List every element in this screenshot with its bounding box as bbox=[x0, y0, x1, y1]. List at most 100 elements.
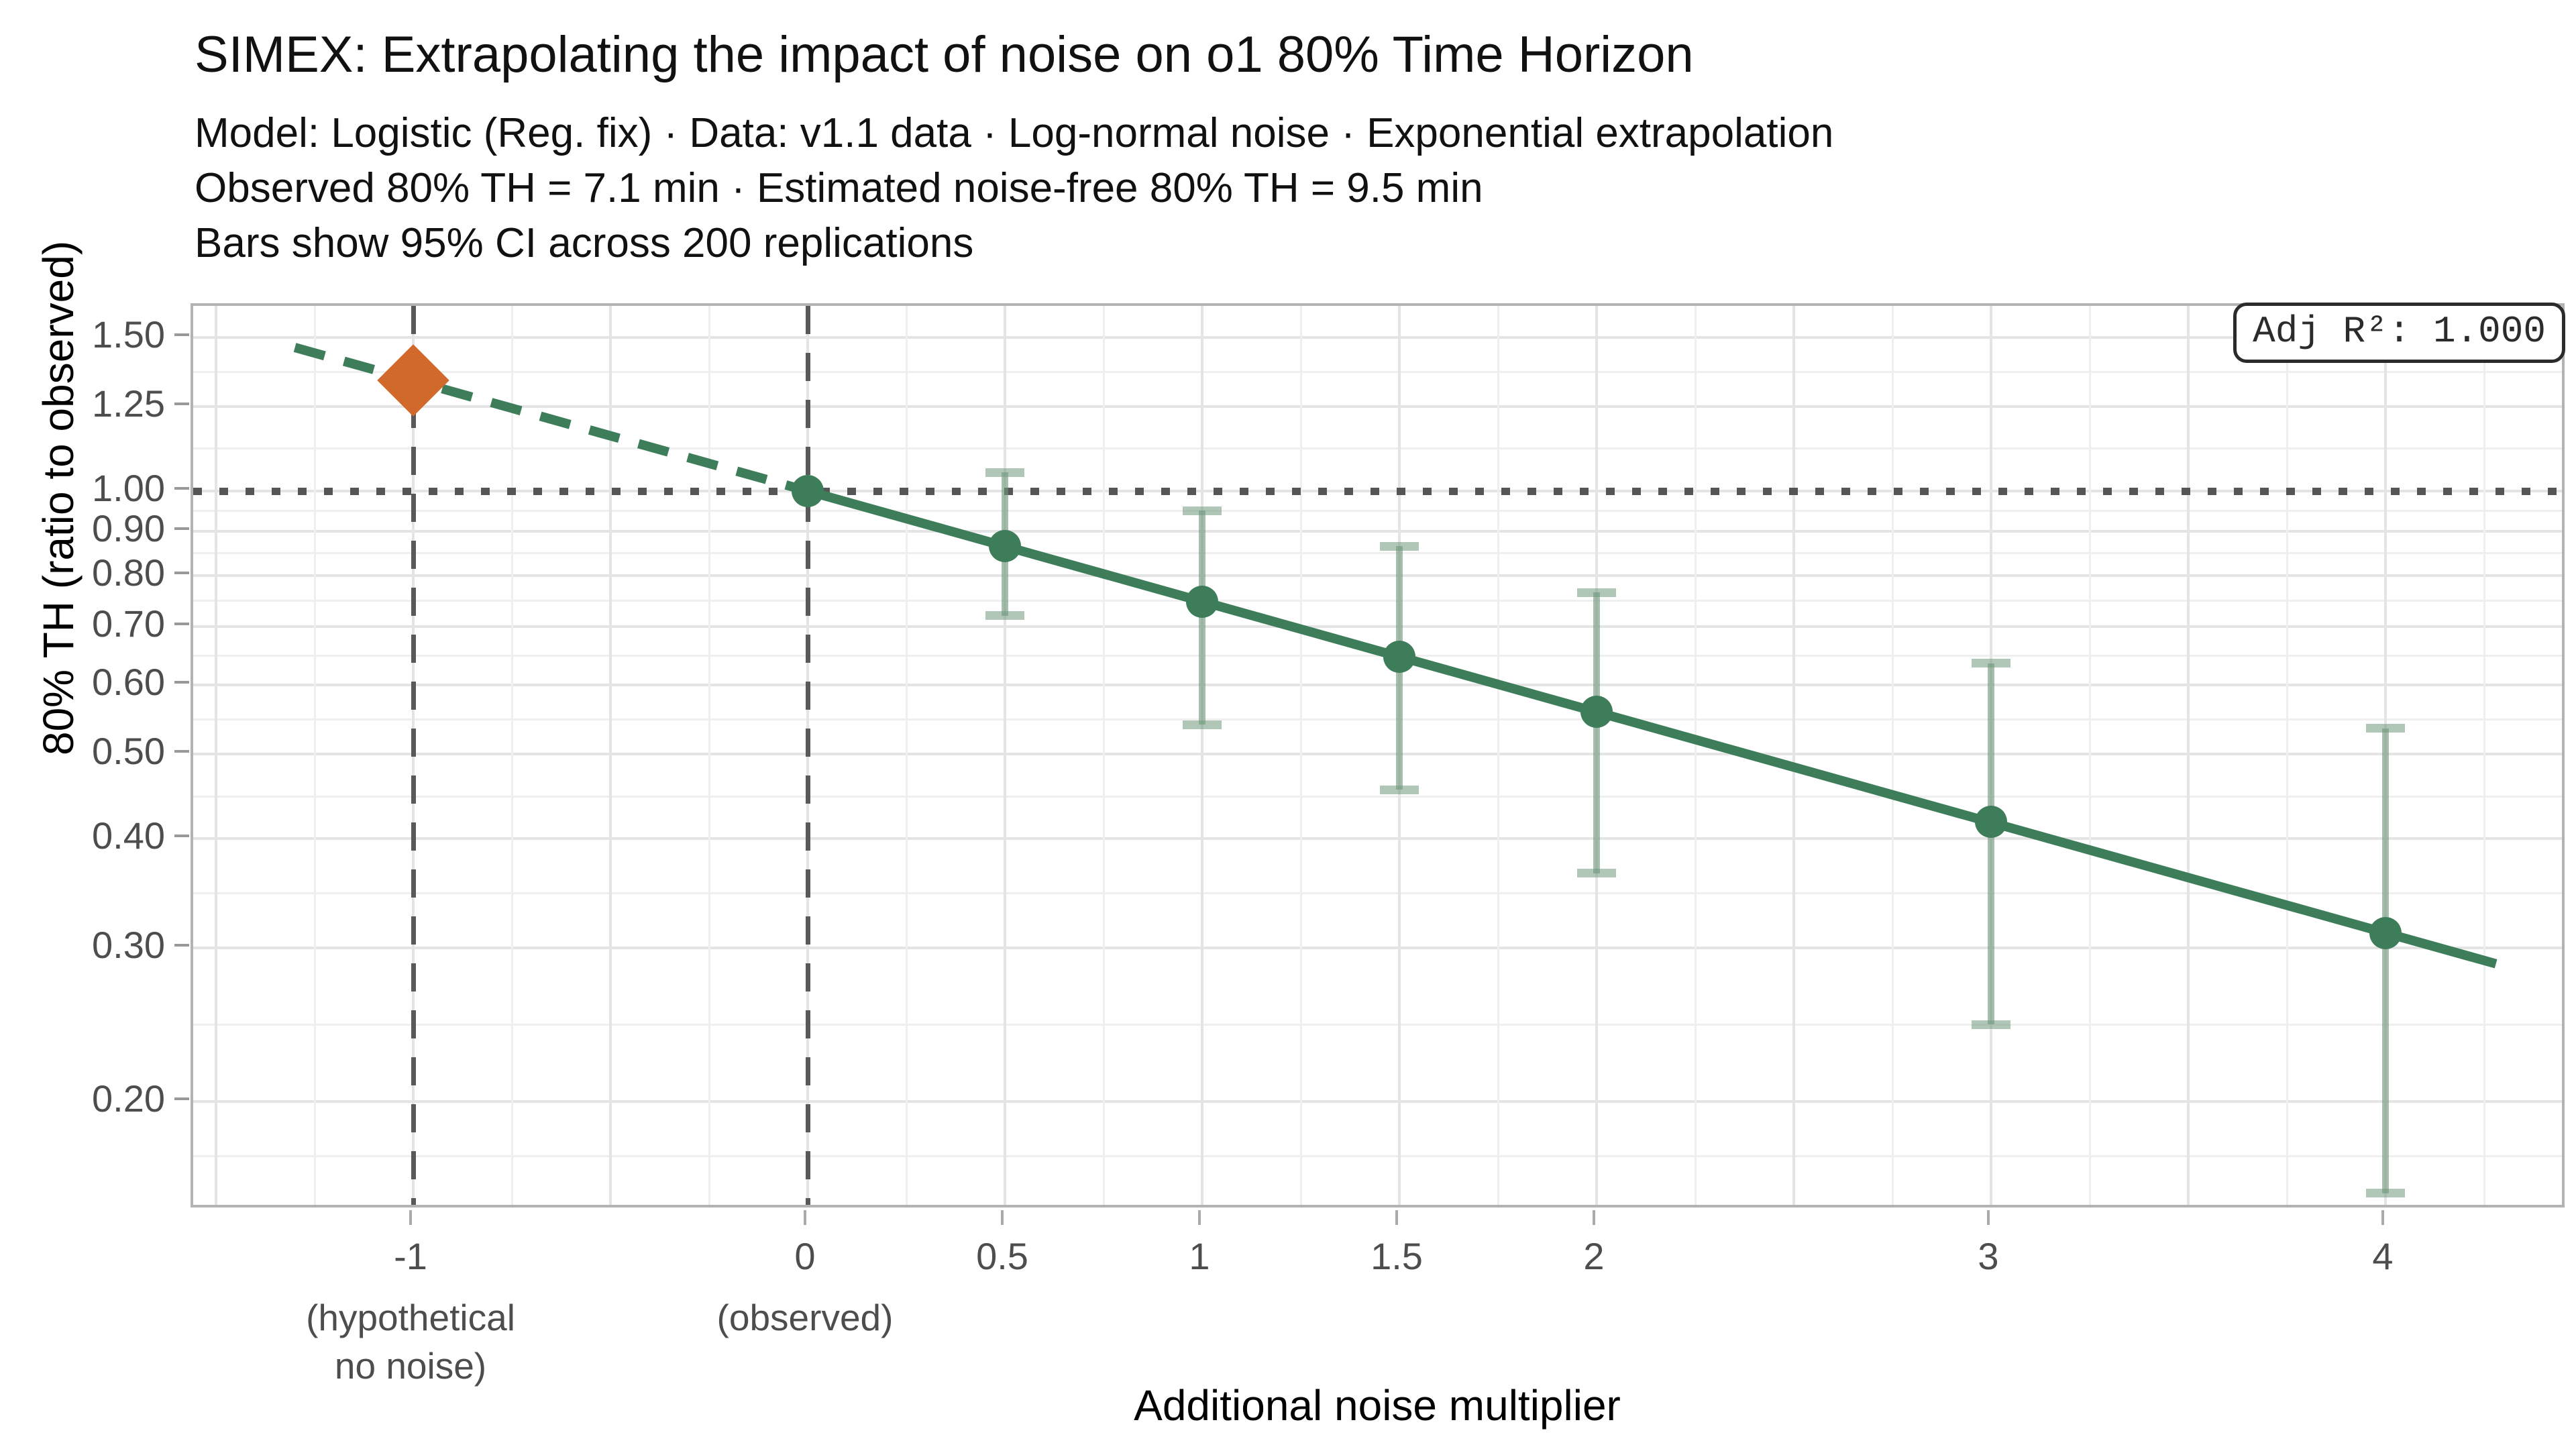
x-tick-mark bbox=[1001, 1210, 1004, 1225]
data-point bbox=[1186, 585, 1218, 618]
data-point bbox=[1383, 641, 1415, 674]
plot-panel: Adj R²: 1.000 bbox=[191, 303, 2565, 1208]
y-major-gridline bbox=[193, 574, 2562, 578]
x-minor-gridline bbox=[1102, 306, 1105, 1205]
y-major-gridline bbox=[193, 335, 2562, 339]
x-major-gridline bbox=[1201, 306, 1203, 1205]
y-tick-mark bbox=[174, 835, 189, 838]
error-bar bbox=[2382, 728, 2389, 1193]
error-bar-cap-bottom bbox=[1183, 720, 1222, 729]
x-minor-gridline bbox=[2286, 306, 2288, 1205]
y-minor-gridline bbox=[193, 1024, 2562, 1026]
x-tick-label: 4 bbox=[2372, 1235, 2394, 1277]
x-tick-mark bbox=[409, 1210, 412, 1225]
y-minor-gridline bbox=[193, 510, 2562, 513]
subtitle-line-3: Bars show 95% CI across 200 replications bbox=[195, 220, 974, 266]
x-tick-mark bbox=[1198, 1210, 1201, 1225]
y-minor-gridline bbox=[193, 718, 2562, 720]
x-tick-label: -1 bbox=[394, 1235, 427, 1277]
y-axis-title: 80% TH (ratio to observed) bbox=[34, 240, 83, 755]
subtitle-line-2: Observed 80% TH = 7.1 min · Estimated no… bbox=[195, 165, 1483, 211]
y-minor-gridline bbox=[193, 447, 2562, 450]
subtitle-line-1: Model: Logistic (Reg. fix) · Data: v1.1 … bbox=[195, 110, 1834, 156]
y-tick-label: 0.90 bbox=[92, 506, 165, 549]
error-bar-cap-top bbox=[2366, 724, 2405, 733]
y-tick-label: 0.50 bbox=[92, 729, 165, 772]
x-tick-mark bbox=[2381, 1210, 2384, 1225]
x-major-gridline bbox=[1004, 306, 1006, 1205]
x-major-gridline bbox=[609, 306, 612, 1205]
y-tick-label: 1.50 bbox=[92, 313, 165, 356]
y-tick-mark bbox=[174, 527, 189, 530]
fit-line-solid-segment bbox=[806, 486, 2498, 969]
y-major-gridline bbox=[193, 625, 2562, 628]
y-tick-label: 0.20 bbox=[92, 1077, 165, 1120]
x-tick-mark bbox=[1593, 1210, 1595, 1225]
y-tick-mark bbox=[174, 680, 189, 684]
y-tick-mark bbox=[174, 402, 189, 405]
y-tick-mark bbox=[174, 572, 189, 575]
x-minor-gridline bbox=[511, 306, 513, 1205]
x-axis-title: Additional noise multiplier bbox=[1134, 1381, 1621, 1430]
y-minor-gridline bbox=[193, 552, 2562, 555]
x-tick-label: 0.5 bbox=[976, 1235, 1028, 1277]
reference-line-layer bbox=[193, 306, 2562, 1205]
x-tick-sublabel: (hypothetical no noise) bbox=[306, 1297, 515, 1387]
x-major-gridline bbox=[2187, 306, 2190, 1205]
x-minor-gridline bbox=[1694, 306, 1697, 1205]
y-minor-gridline bbox=[193, 892, 2562, 894]
error-bar bbox=[1593, 592, 1600, 873]
x-tick-label: 2 bbox=[1583, 1235, 1605, 1277]
y-tick-mark bbox=[174, 333, 189, 336]
x-minor-gridline bbox=[1299, 306, 1302, 1205]
x-minor-gridline bbox=[313, 306, 316, 1205]
data-layer bbox=[193, 306, 2562, 1205]
x-major-gridline bbox=[215, 306, 217, 1205]
error-bar bbox=[1988, 663, 1994, 1025]
x-minor-gridline bbox=[2088, 306, 2091, 1205]
reference-dashed-vline bbox=[805, 306, 810, 1205]
y-tick-mark bbox=[174, 1097, 189, 1101]
observed-ratio-dotted-line bbox=[193, 487, 2562, 495]
error-bar-cap-bottom bbox=[1577, 869, 1616, 878]
y-major-gridline bbox=[193, 837, 2562, 841]
data-point bbox=[1580, 695, 1613, 728]
x-tick-label: 0 bbox=[794, 1235, 816, 1277]
x-minor-gridline bbox=[2483, 306, 2485, 1205]
x-tick-label: 3 bbox=[1978, 1235, 1999, 1277]
x-tick-label: 1.5 bbox=[1371, 1235, 1423, 1277]
y-major-gridline bbox=[193, 946, 2562, 949]
x-tick-sublabel: (observed) bbox=[716, 1297, 894, 1338]
error-bar-cap-top bbox=[1577, 588, 1616, 597]
x-tick-mark bbox=[1395, 1210, 1398, 1225]
adj-r-squared-box: Adj R²: 1.000 bbox=[2233, 303, 2565, 363]
chart-title: SIMEX: Extrapolating the impact of noise… bbox=[195, 26, 1694, 83]
x-major-gridline bbox=[1792, 306, 1795, 1205]
x-tick-label: 1 bbox=[1189, 1235, 1210, 1277]
x-minor-gridline bbox=[708, 306, 710, 1205]
error-bar-cap-bottom bbox=[985, 611, 1024, 621]
y-tick-label: 1.00 bbox=[92, 467, 165, 509]
x-tick-mark bbox=[1987, 1210, 1990, 1225]
y-tick-label: 1.25 bbox=[92, 382, 165, 425]
y-minor-gridline bbox=[193, 795, 2562, 798]
y-minor-gridline bbox=[193, 1155, 2562, 1157]
y-major-gridline bbox=[193, 683, 2562, 686]
error-bar-cap-bottom bbox=[1972, 1020, 2010, 1029]
y-tick-label: 0.70 bbox=[92, 602, 165, 645]
x-minor-gridline bbox=[905, 306, 908, 1205]
x-minor-gridline bbox=[1497, 306, 1499, 1205]
data-point bbox=[792, 475, 824, 507]
y-major-gridline bbox=[193, 1100, 2562, 1104]
chart-subtitle: Model: Logistic (Reg. fix) · Data: v1.1 … bbox=[195, 106, 1833, 271]
reference-dashed-vline bbox=[411, 306, 416, 1205]
y-tick-mark bbox=[174, 943, 189, 947]
error-bar-cap-top bbox=[1183, 506, 1222, 515]
error-bar-cap-bottom bbox=[1380, 785, 1419, 794]
y-minor-gridline bbox=[193, 370, 2562, 373]
error-bar-cap-top bbox=[1972, 659, 2010, 668]
y-major-gridline bbox=[193, 529, 2562, 533]
fit-line-svg bbox=[293, 343, 2498, 969]
y-tick-label: 0.80 bbox=[92, 551, 165, 594]
